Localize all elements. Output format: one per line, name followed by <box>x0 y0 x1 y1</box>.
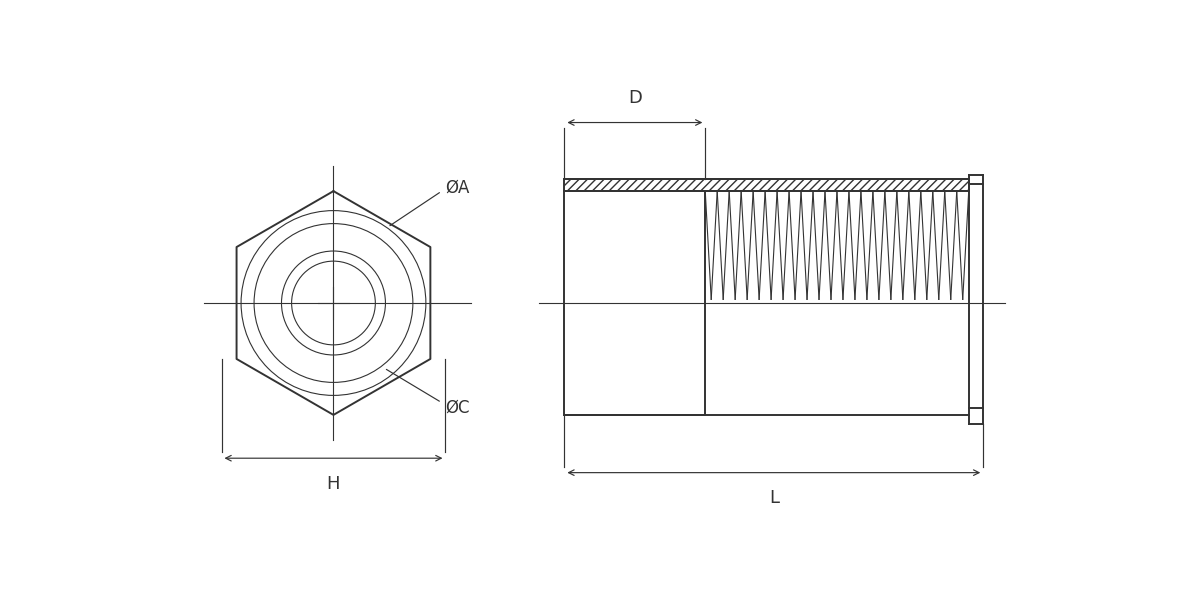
Text: ØA: ØA <box>445 179 469 196</box>
Text: H: H <box>326 475 341 493</box>
Text: D: D <box>629 89 642 107</box>
Bar <box>564 179 968 191</box>
Text: L: L <box>769 489 779 507</box>
Text: ØC: ØC <box>445 398 470 416</box>
